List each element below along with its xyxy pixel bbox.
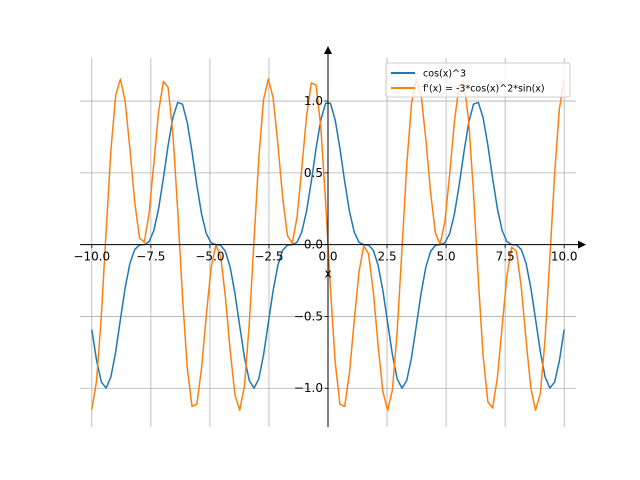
x-tick-label: 0.0 bbox=[318, 250, 337, 264]
ticks: −10.0 −7.5 −5.0 −2.5 0.0 2.5 5.0 7.5 10.0 −1.0 −0.… bbox=[73, 94, 577, 395]
axes bbox=[80, 46, 586, 427]
y-tick-label: −1.0 bbox=[294, 381, 323, 395]
x-axis-arrow-icon bbox=[578, 240, 586, 249]
x-tick-label: 10.0 bbox=[551, 250, 578, 264]
x-tick-label: 7.5 bbox=[496, 250, 515, 264]
legend-label-derivative: f'(x) = -3*cos(x)^2*sin(x) bbox=[423, 84, 545, 95]
legend-box bbox=[385, 62, 571, 98]
x-tick-label: −2.5 bbox=[254, 250, 283, 264]
y-tick-label: −0.5 bbox=[294, 309, 323, 323]
legend: cos(x)^3 f'(x) = -3*cos(x)^2*sin(x) bbox=[385, 62, 571, 98]
x-tick-label: 2.5 bbox=[378, 250, 397, 264]
x-tick-label: −7.5 bbox=[136, 250, 165, 264]
y-axis-arrow-icon bbox=[324, 46, 332, 54]
x-axis-label: x bbox=[324, 267, 331, 281]
legend-label-cos3: cos(x)^3 bbox=[423, 69, 466, 80]
x-tick-label: 5.0 bbox=[437, 250, 456, 264]
y-tick-label: 0.5 bbox=[304, 166, 323, 180]
y-tick-label: 0.0 bbox=[304, 238, 323, 252]
y-tick-label: 1.0 bbox=[304, 94, 323, 108]
x-tick-label: −10.0 bbox=[73, 250, 110, 264]
x-tick-label: −5.0 bbox=[195, 250, 224, 264]
